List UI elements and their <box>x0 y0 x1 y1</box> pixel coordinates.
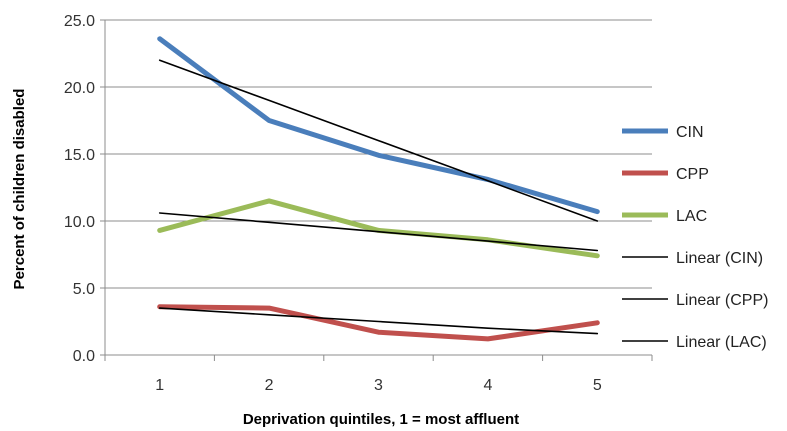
legend-label-lac: LAC <box>676 208 707 225</box>
y-tick-label: 0.0 <box>73 348 95 365</box>
series-line-cpp <box>157 304 600 342</box>
y-tick-label: 20.0 <box>64 80 95 97</box>
legend: CIN CPP LAC Linear (CIN) Linear (CPP) Linear … <box>622 124 768 351</box>
series-line-linear-cin <box>158 59 599 222</box>
y-axis-title: Percent of children disabled <box>11 89 28 290</box>
y-tick-label: 25.0 <box>64 13 95 30</box>
x-axis-title: Deprivation quintiles, 1 = most affluent <box>243 411 519 428</box>
y-tick-label: 10.0 <box>64 214 95 231</box>
series-line-linear-cpp <box>158 307 599 335</box>
legend-label-linear-lac: Linear (LAC) <box>676 334 767 351</box>
legend-label-linear-cin: Linear (CIN) <box>676 250 763 267</box>
x-tick-label: 5 <box>593 377 602 394</box>
x-tick-label: 3 <box>374 377 383 394</box>
series-line-cin <box>157 36 600 215</box>
series-lines <box>157 36 600 342</box>
y-tick-labels: 0.0 5.0 10.0 15.0 20.0 25.0 <box>64 13 95 365</box>
x-tick-label: 1 <box>155 377 164 394</box>
series-line-lac <box>157 198 600 259</box>
legend-label-cpp: CPP <box>676 166 709 183</box>
x-tick-labels: 1 2 3 4 5 <box>155 377 602 394</box>
x-tick-label: 4 <box>483 377 492 394</box>
legend-label-cin: CIN <box>676 124 704 141</box>
x-tick-label: 2 <box>265 377 274 394</box>
series-line-linear-lac <box>158 212 599 252</box>
axes <box>100 19 653 361</box>
y-tick-label: 15.0 <box>64 147 95 164</box>
legend-label-linear-cpp: Linear (CPP) <box>676 292 768 309</box>
y-tick-label: 5.0 <box>73 281 95 298</box>
